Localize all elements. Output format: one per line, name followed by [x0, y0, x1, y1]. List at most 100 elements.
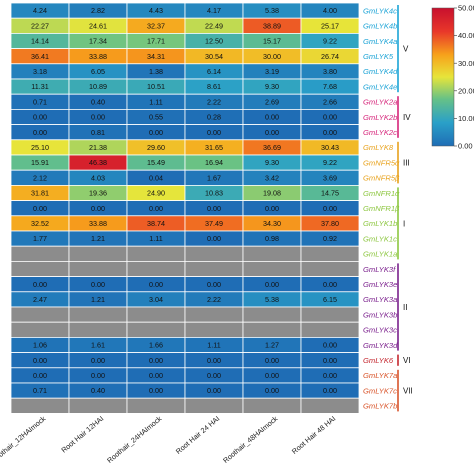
- cell-value: 31.81: [31, 189, 49, 198]
- cell-value: 8.61: [207, 82, 221, 91]
- cell-value: 24.61: [89, 21, 107, 30]
- heatmap-cell: [10, 397, 70, 414]
- column-label: Root Hair 12HAI: [59, 414, 105, 455]
- cell-value: 0.00: [149, 128, 163, 137]
- cell-value: 0.00: [207, 128, 221, 137]
- cell-value: 0.00: [207, 280, 221, 289]
- cell-value: 15.91: [31, 158, 49, 167]
- group-label: I: [403, 219, 405, 228]
- cell-value: 36.69: [263, 143, 281, 152]
- cell-value: 0.00: [33, 204, 47, 213]
- cell-value: 0.00: [91, 204, 105, 213]
- row-label: GmLYK4c: [363, 6, 397, 15]
- cell-value: 0.00: [323, 128, 337, 137]
- row-label: GmLYK4b: [363, 22, 397, 31]
- cell-value: 10.89: [89, 82, 107, 91]
- heatmap-cell: [242, 260, 302, 277]
- cell-value: 0.71: [33, 97, 47, 106]
- cell-value: 0.98: [265, 234, 279, 243]
- cell-value: 0.00: [323, 371, 337, 380]
- cell-value: 1.61: [91, 341, 105, 350]
- heatmap-cell: [184, 321, 244, 338]
- cell-value: 2.66: [323, 97, 337, 106]
- cell-value: 1.77: [33, 234, 47, 243]
- heatmap-cell: [184, 306, 244, 323]
- row-label: GmLYK2c: [363, 128, 397, 137]
- column-label: Roothair_48HAImock: [221, 414, 279, 465]
- row-label: GmNFR1β: [363, 204, 400, 213]
- cell-value: 38.89: [263, 21, 281, 30]
- color-legend: 50.00 40.00 30.00 20.00 10.00 0.00: [431, 4, 474, 151]
- legend-colorbar: [431, 7, 455, 147]
- heatmap-cell: [68, 397, 128, 414]
- row-label: GmLYK1c: [363, 234, 397, 243]
- group-label: V: [403, 45, 409, 54]
- cell-value: 0.00: [323, 386, 337, 395]
- cell-value: 2.12: [33, 173, 47, 182]
- cell-value: 0.55: [149, 113, 163, 122]
- cell-value: 1.21: [91, 295, 105, 304]
- cell-value: 1.11: [149, 234, 162, 243]
- cell-value: 4.43: [149, 6, 163, 15]
- cell-value: 0.00: [33, 371, 47, 380]
- cell-value: 0.00: [323, 113, 337, 122]
- cell-value: 38.74: [147, 219, 165, 228]
- cell-value: 34.30: [263, 219, 281, 228]
- cell-value: 0.00: [207, 371, 221, 380]
- cell-value: 11.31: [31, 82, 48, 91]
- row-label: GmLYK6: [363, 356, 394, 365]
- cell-value: 14.75: [321, 189, 339, 198]
- cell-value: 0.00: [33, 128, 47, 137]
- cell-value: 26.74: [321, 52, 339, 61]
- row-label: GmLYK7b: [363, 402, 397, 411]
- cell-value: 2.47: [33, 295, 47, 304]
- cell-value: 14.14: [31, 37, 49, 46]
- cell-value: 5.38: [265, 6, 279, 15]
- cell-value: 21.38: [89, 143, 107, 152]
- row-label: GmLYK3c: [363, 326, 397, 335]
- cell-value: 6.14: [207, 67, 221, 76]
- cell-value: 10.51: [147, 82, 165, 91]
- legend-tick-label: 40.00: [458, 31, 474, 40]
- cell-value: 1.67: [207, 173, 221, 182]
- group-label: III: [403, 159, 410, 168]
- cell-value: 12.50: [205, 37, 223, 46]
- cell-value: 25.17: [321, 21, 339, 30]
- cell-value: 2.22: [207, 97, 221, 106]
- column-label: Roothair_24HAImock: [105, 414, 163, 465]
- cell-value: 46.38: [89, 158, 107, 167]
- cell-value: 22.27: [31, 21, 49, 30]
- heatmap-cell: [68, 321, 128, 338]
- cell-value: 0.00: [33, 113, 47, 122]
- cell-value: 34.31: [147, 52, 165, 61]
- column-labels: Roothair_12HAImock Root Hair 12HAI Roothai…: [0, 414, 337, 465]
- cell-value: 1.11: [207, 341, 220, 350]
- row-labels: GmLYK4c GmLYK4b GmLYK4a GmLYK5 GmLYK4d GmLYK4…: [363, 6, 400, 410]
- cell-value: 0.00: [323, 204, 337, 213]
- cell-value: 0.00: [323, 341, 337, 350]
- heatmap-cell: [300, 306, 360, 323]
- row-label: GmLYK5: [363, 52, 394, 61]
- group-label: II: [403, 303, 407, 312]
- row-label: GmNFR5β: [363, 174, 400, 183]
- row-label: GmLYK4e: [363, 82, 397, 91]
- heatmap-cell: [68, 306, 128, 323]
- legend-tick-label: 0.00: [458, 142, 473, 151]
- cell-value: 19.08: [263, 189, 281, 198]
- heatmap-cell: [10, 260, 70, 277]
- cell-value: 0.00: [265, 280, 279, 289]
- cell-value: 24.90: [147, 189, 165, 198]
- cell-value: 0.00: [149, 356, 163, 365]
- legend-tick-label: 50.00: [458, 4, 474, 13]
- cell-value: 0.28: [207, 113, 221, 122]
- cell-value: 0.00: [323, 280, 337, 289]
- cell-value: 3.69: [323, 173, 337, 182]
- cell-value: 1.66: [149, 341, 163, 350]
- cell-value: 0.71: [33, 386, 47, 395]
- cell-value: 0.00: [149, 386, 163, 395]
- row-label: GmLYK3e: [363, 280, 397, 289]
- cell-value: 2.82: [91, 6, 105, 15]
- cell-value: 3.04: [149, 295, 163, 304]
- cell-value: 0.00: [265, 356, 279, 365]
